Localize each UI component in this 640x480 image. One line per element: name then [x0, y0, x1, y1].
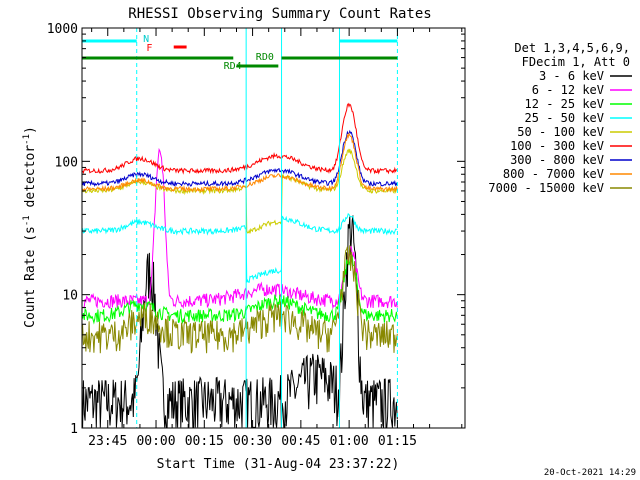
- rd0-flag-label: RD0: [256, 52, 274, 63]
- series-line-7: [82, 129, 398, 188]
- x-tick-label: 23:45: [88, 434, 127, 449]
- series-line-1: [82, 215, 398, 429]
- legend-entry-label: 50 - 100 keV: [517, 125, 604, 139]
- y-tick-label: 1000: [47, 22, 78, 37]
- legend: Det 1,3,4,5,6,9, FDecim 1, Att 0 3 - 6 k…: [488, 41, 632, 195]
- series-layer: [82, 102, 398, 429]
- legend-entry-label: 12 - 25 keV: [525, 97, 604, 111]
- plot-frame: [81, 27, 466, 429]
- series-line-6: [82, 102, 398, 175]
- y-tick-label: 1: [70, 422, 78, 437]
- axes-layer: 23:45 00:00 00:15 00:30 00:45 01:00 01:15 1 10 10…: [47, 22, 466, 449]
- x-tick-label: 01:15: [378, 434, 417, 449]
- series-line-9: [82, 245, 398, 354]
- rd4-flag-label: RD4: [224, 61, 242, 72]
- legend-entry-label: 800 - 7000 keV: [503, 167, 604, 181]
- x-axis-label: Start Time (31-Aug-04 23:37:22): [157, 457, 400, 472]
- footer-date: 20-Oct-2021 14:29: [544, 468, 636, 478]
- y-tick-label: 10: [62, 289, 78, 304]
- x-tick-label: 00:45: [281, 434, 320, 449]
- chart-title: RHESSI Observing Summary Count Rates: [128, 6, 431, 22]
- x-tick-label: 01:00: [330, 434, 369, 449]
- legend-entry-label: 300 - 800 keV: [510, 153, 604, 167]
- legend-entry-label: 7000 - 15000 keV: [488, 181, 604, 195]
- legend-entry-label: 3 - 6 keV: [539, 69, 604, 83]
- night-flag-label: N: [143, 34, 149, 45]
- legend-entry-label: 100 - 300 keV: [510, 139, 604, 153]
- y-tick-label: 100: [55, 155, 78, 170]
- x-tick-label: 00:15: [185, 434, 224, 449]
- x-tick-label: 00:00: [136, 434, 175, 449]
- legend-entry-label: 6 - 12 keV: [532, 83, 604, 97]
- legend-entry-label: 25 - 50 keV: [525, 111, 604, 125]
- series-line-4: [82, 212, 398, 283]
- y-axis-label: Count Rate (s-1 detector-1): [22, 126, 38, 328]
- x-tick-label: 00:30: [233, 434, 272, 449]
- legend-header-line-2: FDecim 1, Att 0: [522, 55, 630, 69]
- series-line-8: [82, 131, 398, 193]
- flare-flag-label: F: [146, 43, 152, 54]
- legend-header-line-1: Det 1,3,4,5,6,9,: [514, 41, 630, 55]
